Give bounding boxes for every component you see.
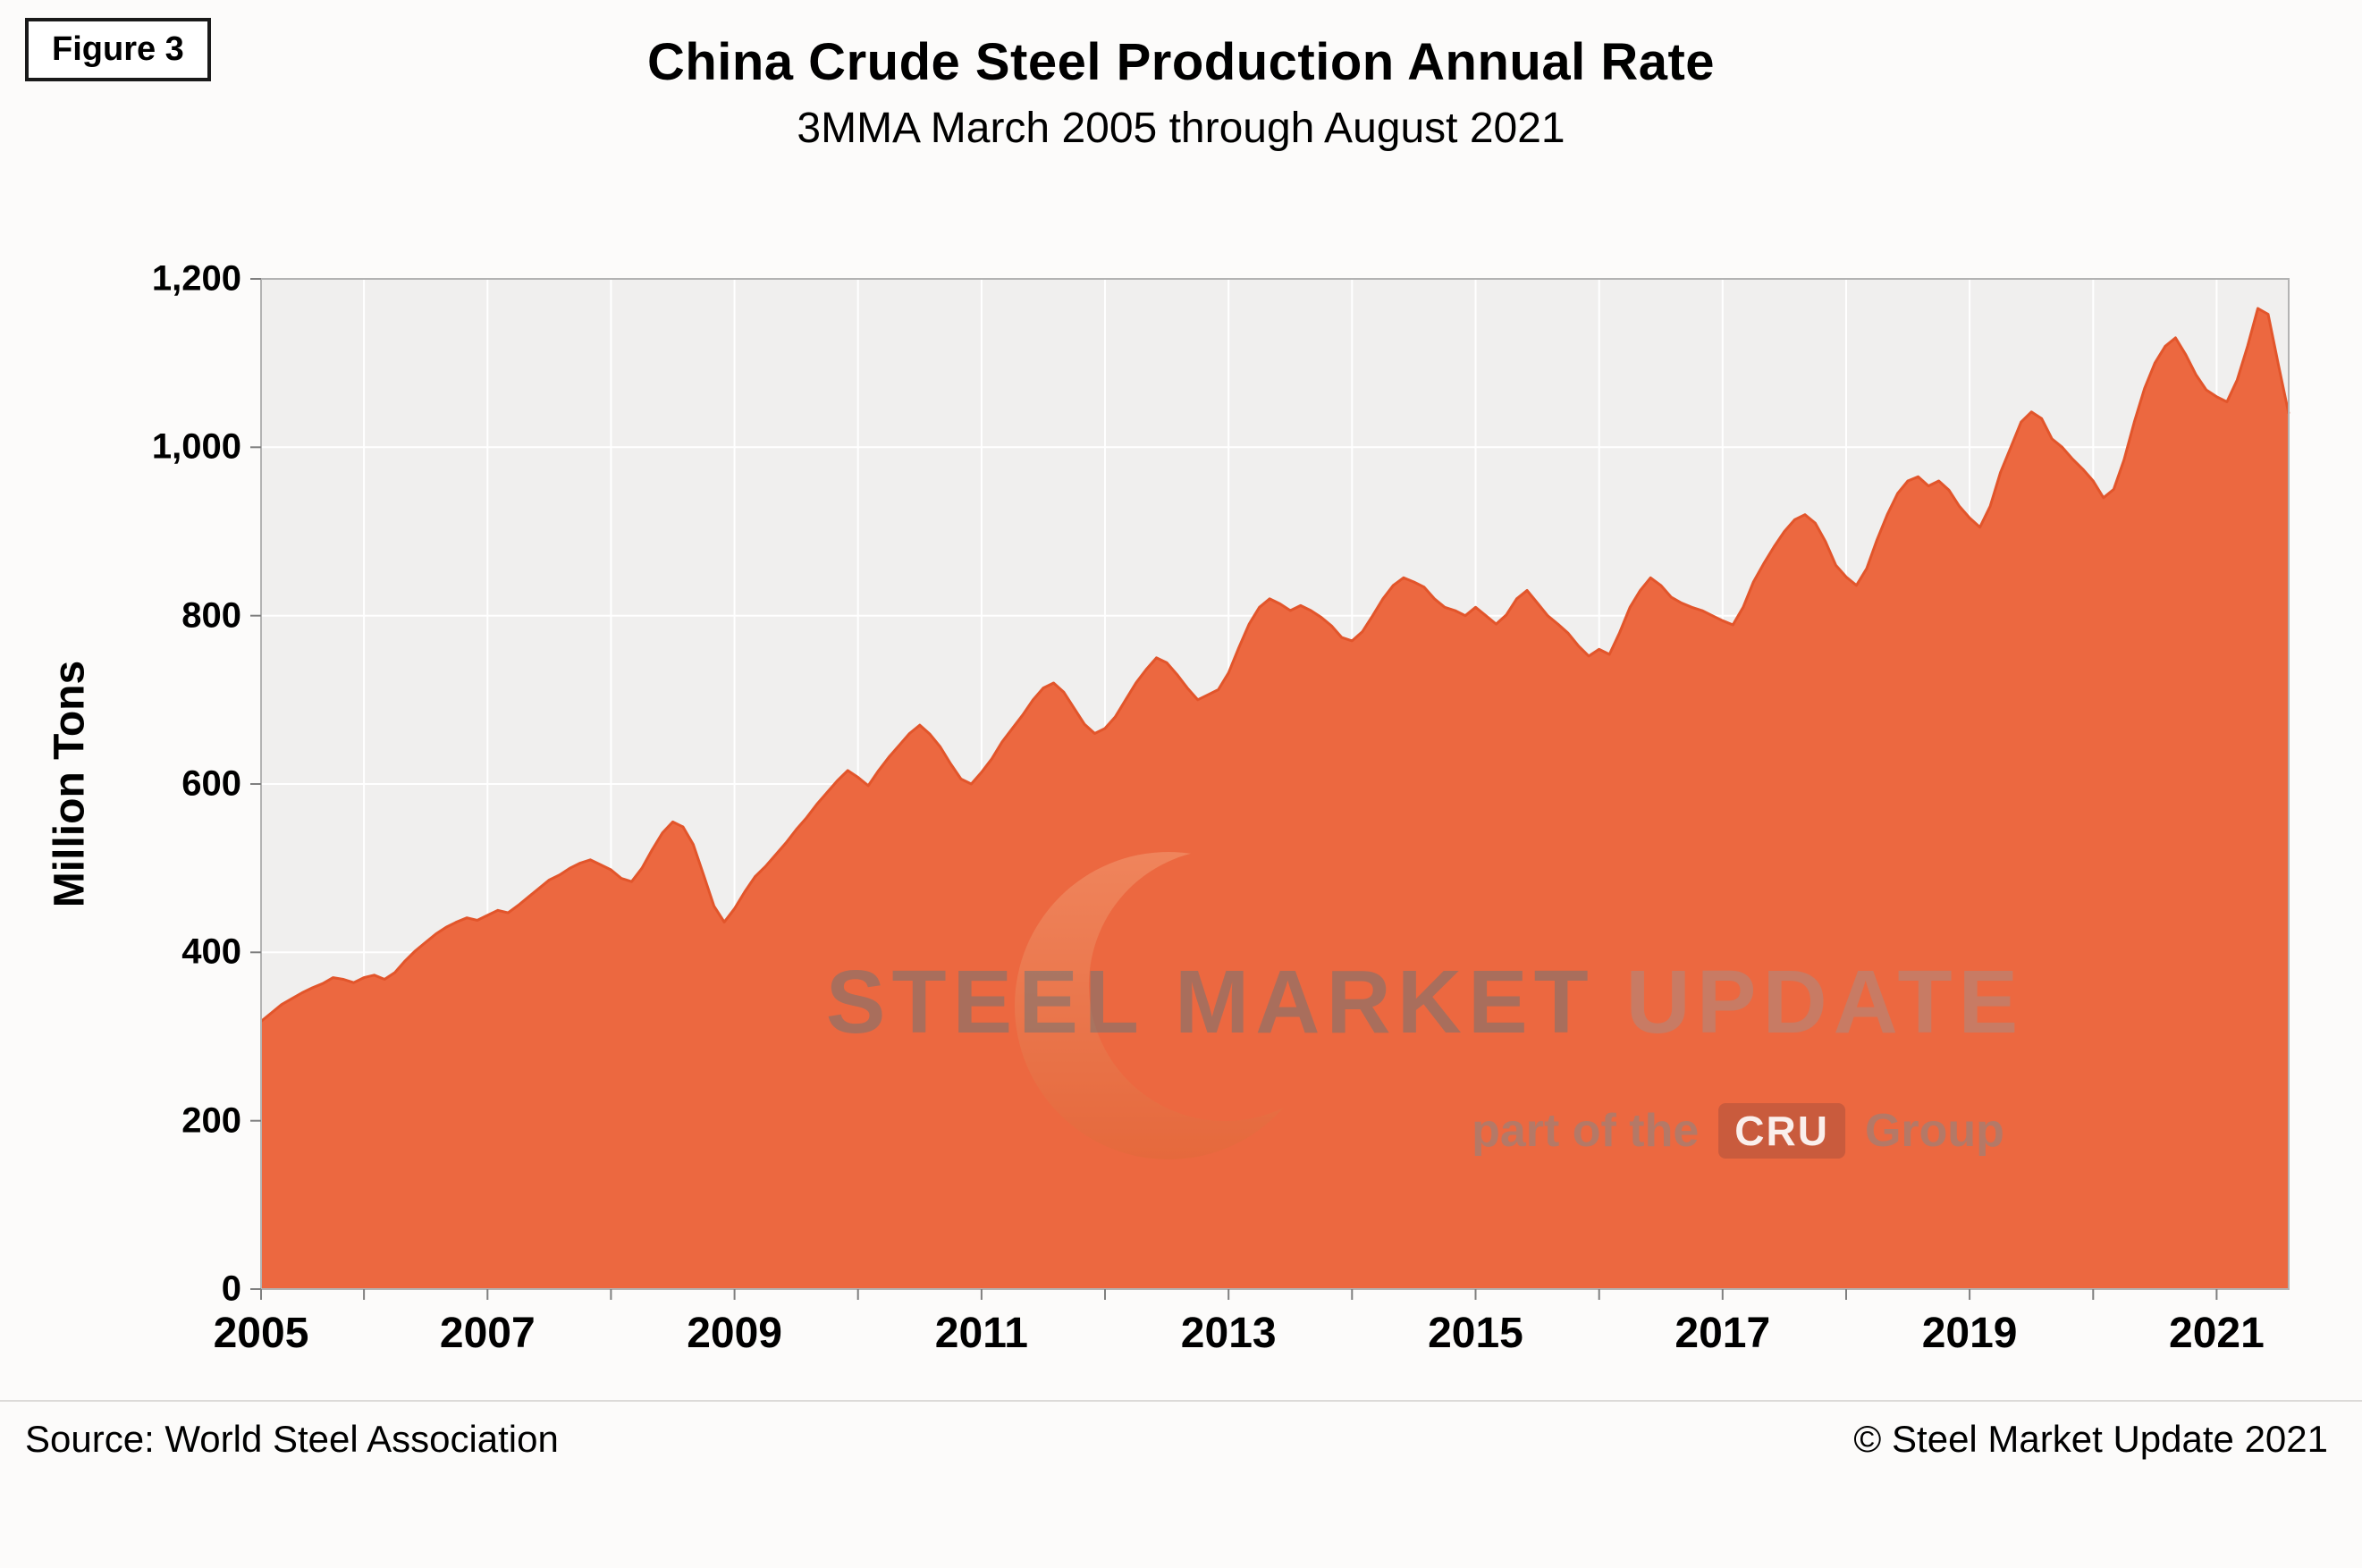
source-note: Source: World Steel Association bbox=[25, 1418, 559, 1460]
chart-title: China Crude Steel Production Annual Rate bbox=[646, 33, 1716, 91]
y-tick-label: 800 bbox=[181, 595, 241, 636]
y-tick-label: 600 bbox=[181, 763, 241, 804]
x-tick-label: 2019 bbox=[1921, 1310, 2018, 1357]
plot-area: STEEL MARKET UPDATE part of the CRU Grou… bbox=[250, 278, 2290, 1300]
x-tick-label: 2005 bbox=[213, 1310, 309, 1357]
y-axis-title: Million Tons bbox=[46, 660, 94, 908]
x-tick-label: 2007 bbox=[439, 1310, 536, 1357]
y-tick-label: 400 bbox=[181, 932, 241, 972]
x-tick-label: 2017 bbox=[1674, 1310, 1771, 1357]
y-tick-label: 1,200 bbox=[151, 258, 241, 299]
figure-label: Figure 3 bbox=[25, 18, 211, 81]
x-tick-label: 2011 bbox=[934, 1310, 1028, 1357]
y-tick-label: 0 bbox=[221, 1269, 241, 1309]
chart-subtitle: 3MMA March 2005 through August 2021 bbox=[797, 105, 1565, 152]
y-tick-label: 200 bbox=[181, 1100, 241, 1141]
x-tick-label: 2009 bbox=[687, 1310, 782, 1357]
x-tick-label: 2021 bbox=[2169, 1310, 2265, 1357]
x-tick-label: 2015 bbox=[1428, 1310, 1523, 1357]
copyright-note: © Steel Market Update 2021 bbox=[1853, 1418, 2328, 1460]
y-tick-label: 1,000 bbox=[151, 426, 241, 467]
footer-divider bbox=[0, 1400, 2362, 1402]
x-tick-label: 2013 bbox=[1180, 1310, 1277, 1357]
production-area-chart bbox=[250, 278, 2290, 1300]
